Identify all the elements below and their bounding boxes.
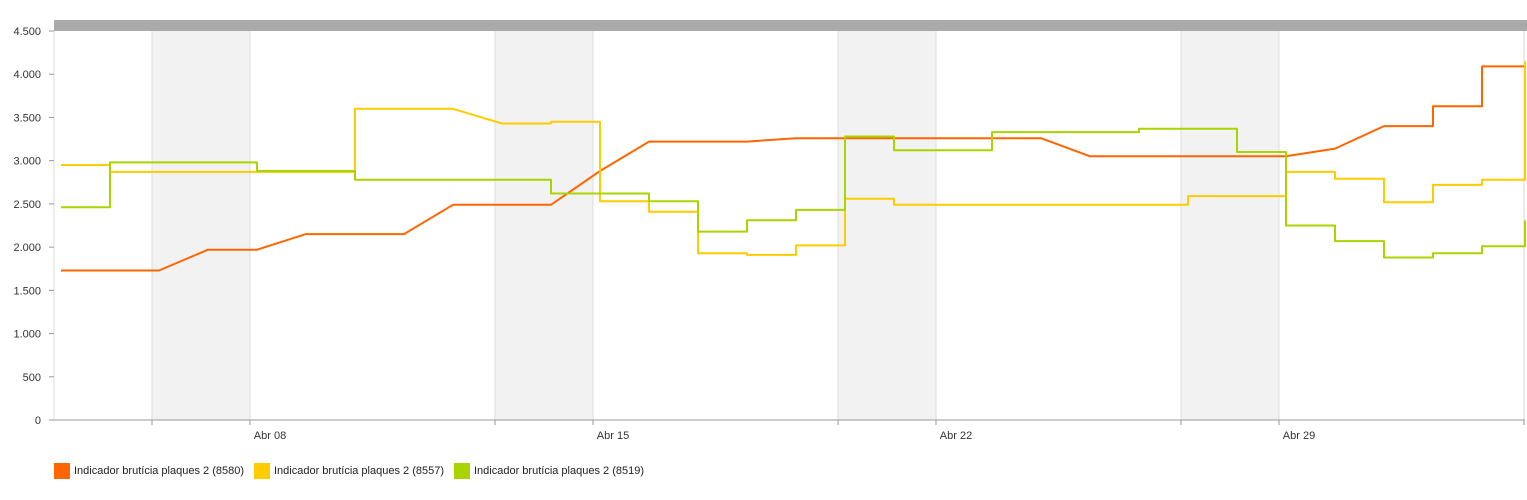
y-tick-label: 1.000 <box>13 329 41 341</box>
y-tick-label: 1.500 <box>13 285 41 297</box>
weekend-band <box>838 31 936 420</box>
y-tick-label: 4.500 <box>13 26 41 38</box>
weekend-band <box>495 31 593 420</box>
weekend-band <box>1181 31 1279 420</box>
x-tick-label: Abr 08 <box>254 430 286 442</box>
weekend-bands <box>152 31 1525 420</box>
series-line <box>61 127 1526 259</box>
chart-header-bar <box>54 20 1527 31</box>
y-tick-label: 3.000 <box>13 156 41 168</box>
y-axis-ticks: 4.500 4.000 3.500 3.000 2.500 2.000 1.500 1.000… <box>13 26 54 427</box>
legend-swatch <box>254 463 270 479</box>
series-line <box>61 65 1526 272</box>
legend-label: Indicador brutícia plaques 2 (8580) <box>74 465 244 477</box>
x-tick-label: Abr 22 <box>940 430 972 442</box>
legend: Indicador brutícia plaques 2 (8580) Indic… <box>54 463 644 479</box>
legend-item[interactable]: Indicador brutícia plaques 2 (8580) <box>54 463 244 479</box>
x-tick-label: Abr 29 <box>1283 430 1315 442</box>
legend-item[interactable]: Indicador brutícia plaques 2 (8519) <box>454 463 644 479</box>
legend-label: Indicador brutícia plaques 2 (8557) <box>274 465 444 477</box>
y-tick-label: 2.000 <box>13 242 41 254</box>
weekend-band <box>152 31 250 420</box>
y-tick-label: 2.500 <box>13 199 41 211</box>
series-lines <box>61 61 1526 272</box>
y-tick-label: 4.000 <box>13 69 41 81</box>
y-tick-label: 500 <box>23 372 41 384</box>
y-tick-label: 0 <box>35 415 41 427</box>
legend-label: Indicador brutícia plaques 2 (8519) <box>474 465 644 477</box>
x-tick-label: Abr 15 <box>597 430 629 442</box>
vertical-gridlines <box>151 31 1525 420</box>
line-chart: 4.500 4.000 3.500 3.000 2.500 2.000 1.500 1.000… <box>13 20 1527 442</box>
legend-swatch <box>54 463 70 479</box>
legend-item[interactable]: Indicador brutícia plaques 2 (8557) <box>254 463 444 479</box>
legend-swatch <box>454 463 470 479</box>
x-axis-ticks: Abr 08 Abr 15 Abr 22 Abr 29 <box>151 420 1525 442</box>
y-tick-label: 3.500 <box>13 112 41 124</box>
